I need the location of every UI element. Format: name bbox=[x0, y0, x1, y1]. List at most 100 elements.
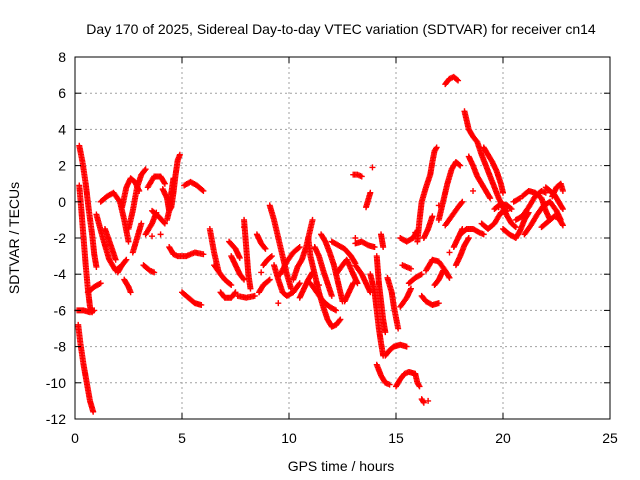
data-point bbox=[247, 285, 254, 292]
data-point bbox=[199, 187, 206, 194]
data-point bbox=[458, 199, 465, 206]
data-point bbox=[170, 175, 177, 182]
data-point bbox=[465, 236, 472, 243]
x-tick-label: 15 bbox=[388, 430, 404, 446]
data-point bbox=[328, 292, 335, 299]
data-point bbox=[160, 219, 167, 226]
data-point bbox=[142, 166, 149, 173]
data-point bbox=[456, 161, 463, 168]
data-point bbox=[241, 224, 248, 231]
y-tick-label: 4 bbox=[58, 121, 66, 137]
data-point bbox=[350, 280, 357, 287]
data-point bbox=[149, 233, 156, 240]
data-point bbox=[228, 282, 235, 289]
data-point bbox=[418, 271, 425, 278]
data-point bbox=[262, 245, 269, 252]
data-point bbox=[200, 187, 207, 194]
data-point bbox=[358, 173, 365, 180]
data-point bbox=[507, 205, 514, 212]
data-point bbox=[123, 256, 130, 263]
data-point bbox=[352, 235, 359, 241]
data-point bbox=[367, 189, 374, 196]
data-point bbox=[480, 231, 487, 238]
data-point bbox=[315, 282, 322, 289]
data-point bbox=[258, 269, 265, 276]
data-point bbox=[559, 206, 566, 213]
data-point bbox=[138, 220, 145, 227]
data-point bbox=[487, 195, 494, 202]
y-tick-label: 8 bbox=[58, 49, 66, 65]
data-point bbox=[336, 317, 343, 324]
data-point bbox=[512, 224, 519, 231]
data-point bbox=[407, 285, 414, 292]
x-tick-label: 25 bbox=[602, 430, 618, 446]
data-point bbox=[112, 256, 119, 263]
data-point bbox=[515, 195, 522, 202]
data-point bbox=[265, 277, 272, 284]
data-point bbox=[333, 307, 340, 314]
y-axis-label: SDTVAR / TECUs bbox=[6, 182, 22, 294]
data-point bbox=[295, 244, 302, 251]
y-tick-label: -2 bbox=[54, 230, 67, 246]
data-point bbox=[309, 216, 316, 223]
data-point bbox=[508, 206, 515, 213]
data-point bbox=[403, 343, 410, 350]
data-point bbox=[240, 275, 247, 282]
data-point bbox=[470, 187, 477, 194]
x-axis-label: GPS time / hours bbox=[288, 458, 395, 474]
data-point bbox=[440, 267, 447, 274]
x-tick-label: 20 bbox=[495, 430, 511, 446]
data-point bbox=[504, 207, 511, 214]
data-point bbox=[432, 145, 439, 152]
data-point bbox=[542, 189, 549, 196]
data-point bbox=[371, 244, 378, 251]
data-point bbox=[455, 77, 462, 84]
data-point bbox=[268, 253, 275, 260]
data-point bbox=[445, 273, 452, 280]
data-point bbox=[161, 220, 168, 227]
y-tick-label: -12 bbox=[46, 411, 66, 427]
data-point bbox=[435, 300, 442, 307]
data-point bbox=[157, 231, 164, 238]
data-point bbox=[511, 223, 518, 230]
data-point bbox=[91, 307, 98, 314]
data-point bbox=[459, 198, 466, 205]
data-point bbox=[559, 221, 566, 228]
data-point bbox=[412, 229, 419, 236]
grid-layer bbox=[75, 57, 610, 419]
data-point bbox=[407, 265, 414, 272]
data-point bbox=[151, 269, 158, 276]
y-tick-label: 2 bbox=[58, 158, 66, 174]
data-point bbox=[417, 271, 424, 278]
x-tick-label: 0 bbox=[71, 430, 79, 446]
data-point bbox=[266, 276, 273, 283]
data-point bbox=[198, 301, 205, 308]
x-tick-label: 10 bbox=[281, 430, 297, 446]
data-point bbox=[176, 151, 183, 158]
data-point bbox=[296, 244, 303, 251]
data-point bbox=[97, 280, 104, 287]
y-tick-label: -6 bbox=[54, 302, 67, 318]
data-point bbox=[200, 251, 207, 258]
y-tick-label: -4 bbox=[54, 266, 67, 282]
data-point bbox=[433, 144, 440, 151]
data-point bbox=[457, 162, 464, 169]
data-point bbox=[96, 280, 103, 287]
data-point bbox=[122, 257, 129, 264]
data-point bbox=[295, 281, 302, 288]
data-point bbox=[251, 292, 258, 299]
data-point bbox=[517, 195, 524, 202]
data-point bbox=[141, 167, 148, 174]
data-point bbox=[267, 254, 274, 261]
data-point bbox=[296, 280, 303, 287]
data-point bbox=[395, 325, 402, 332]
data-point bbox=[382, 329, 389, 336]
data-point bbox=[495, 204, 502, 211]
data-point bbox=[429, 213, 436, 220]
data-point bbox=[420, 399, 427, 406]
data-point bbox=[369, 164, 376, 171]
y-tick-label: -10 bbox=[46, 375, 66, 391]
data-point bbox=[559, 187, 566, 194]
